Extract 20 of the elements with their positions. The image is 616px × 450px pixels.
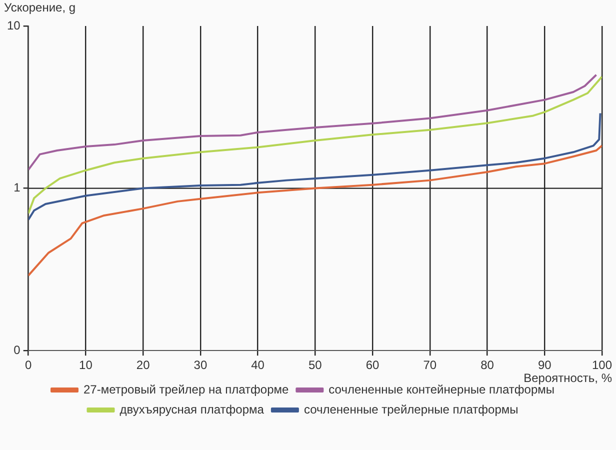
x-tick-label: 20 xyxy=(136,358,150,372)
y-axis-title: Ускорение, g xyxy=(4,0,76,14)
x-tick-label: 100 xyxy=(592,358,612,372)
x-axis-title: Вероятность, % xyxy=(524,370,612,385)
y-tick-label: 0 xyxy=(14,342,21,357)
y-tick-label: 10 xyxy=(6,18,21,32)
x-tick-label: 10 xyxy=(79,358,93,372)
legend-label: 27-метровый трейлер на платформе xyxy=(84,382,289,396)
x-tick-label: 90 xyxy=(538,358,552,372)
x-tick-label: 0 xyxy=(25,358,32,372)
y-tick-label: 1 xyxy=(14,180,21,195)
legend-label: сочлененные трейлерные платформы xyxy=(304,402,518,416)
x-tick-label: 60 xyxy=(366,358,380,372)
legend-label: сочлененные контейнерные платформы xyxy=(328,382,554,396)
x-tick-label: 30 xyxy=(194,358,208,372)
legend-label: двухъярусная платформа xyxy=(120,402,264,416)
x-tick-label: 70 xyxy=(423,358,437,372)
x-tick-label: 80 xyxy=(480,358,494,372)
x-tick-label: 50 xyxy=(308,358,322,372)
x-tick-label: 40 xyxy=(251,358,265,372)
